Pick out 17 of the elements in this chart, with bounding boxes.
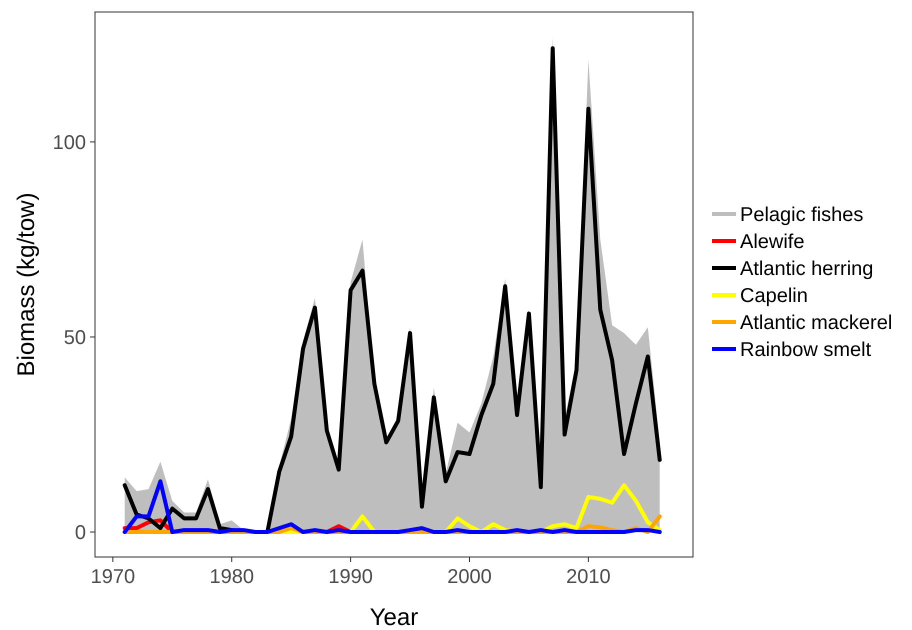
legend-label: Atlantic herring bbox=[740, 258, 874, 280]
legend-label: Pelagic fishes bbox=[740, 204, 864, 226]
x-tick-label: 2010 bbox=[566, 566, 611, 588]
y-tick-label: 0 bbox=[74, 522, 86, 544]
legend-label: Atlantic mackerel bbox=[740, 312, 892, 334]
legend-label: Alewife bbox=[740, 231, 804, 253]
legend-label: Rainbow smelt bbox=[740, 339, 872, 361]
x-axis-title: Year bbox=[370, 604, 418, 630]
y-tick-label: 100 bbox=[52, 132, 86, 154]
x-tick-label: 1990 bbox=[328, 566, 373, 588]
line-series bbox=[122, 479, 662, 534]
x-tick-label: 1980 bbox=[209, 566, 254, 588]
legend-label: Capelin bbox=[740, 285, 808, 307]
x-tick-label: 2000 bbox=[447, 566, 492, 588]
y-tick-label: 50 bbox=[64, 326, 86, 349]
y-axis-title: Biomass (kg/tow) bbox=[13, 192, 40, 377]
x-tick-label: 1970 bbox=[90, 566, 136, 588]
